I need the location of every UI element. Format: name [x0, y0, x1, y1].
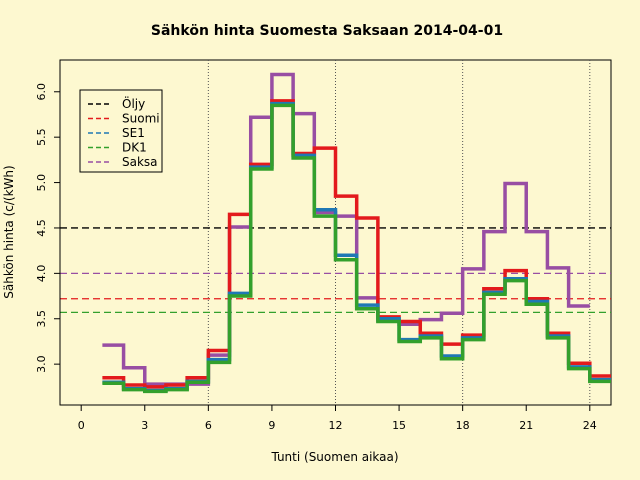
x-axis: 0 3 6 9 12 15 18 21 24	[78, 404, 597, 432]
y-axis: 3.0 3.5 4.0 4.5 5.0 5.5 6.0	[35, 83, 61, 373]
legend-box	[79, 89, 163, 173]
y-tick-label: 4.5	[35, 219, 48, 237]
vertical-gridlines	[207, 60, 591, 405]
y-axis-label: Sähkön hinta (c/(kWh)	[2, 165, 16, 298]
chart-title: Sähkön hinta Suomesta Saksaan 2014-04-01	[151, 23, 503, 39]
y-tick-label: 5.5	[35, 128, 48, 146]
x-tick-label: 0	[78, 419, 85, 432]
x-tick-label: 15	[392, 419, 406, 432]
x-tick-label: 12	[329, 419, 343, 432]
series-line-3	[102, 103, 611, 394]
legend-label-3: DK1	[122, 141, 147, 155]
series-line-1	[102, 99, 611, 389]
legend-label-4: Saksa	[122, 155, 158, 169]
legend-label-2: SE1	[122, 126, 145, 140]
legend-label-0: Öljy	[122, 95, 145, 111]
y-tick-label: 3.0	[35, 355, 48, 373]
x-tick-label: 9	[268, 419, 275, 432]
x-axis-label: Tunti (Suomen aikaa)	[270, 450, 398, 464]
x-tick-label: 3	[141, 419, 148, 432]
y-tick-label: 5.0	[35, 174, 48, 192]
x-tick-label: 18	[456, 419, 470, 432]
series-line-4	[102, 72, 590, 386]
y-tick-label: 4.0	[35, 265, 48, 283]
series-step-lines	[102, 72, 611, 394]
x-tick-label: 21	[519, 419, 533, 432]
y-tick-label: 3.5	[35, 310, 48, 328]
x-tick-label: 24	[583, 419, 597, 432]
legend-label-1: Suomi	[122, 112, 160, 126]
y-tick-label: 6.0	[35, 83, 48, 101]
x-tick-label: 6	[205, 419, 212, 432]
